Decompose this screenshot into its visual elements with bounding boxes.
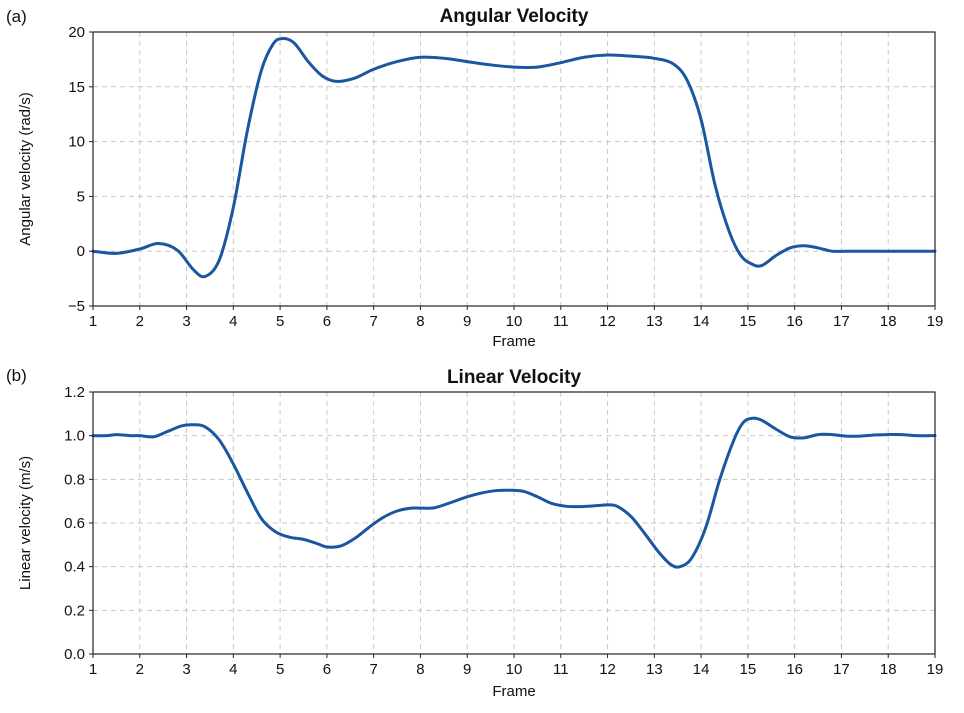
x-tick-label: 4: [229, 313, 237, 330]
y-tick-label: 0.2: [64, 602, 85, 619]
y-tick-label: 0.6: [64, 515, 85, 532]
y-tick-label: 0: [77, 243, 85, 260]
x-tick-label: 7: [369, 313, 377, 330]
y-tick-label: 0.4: [64, 559, 85, 576]
y-tick-label: 1.0: [64, 428, 85, 445]
x-tick-label: 19: [927, 313, 944, 330]
y-tick-label: 1.2: [64, 384, 85, 401]
x-tick-label: 7: [369, 661, 377, 678]
x-tick-label: 8: [416, 313, 424, 330]
series-line: [91, 37, 937, 279]
x-tick-label: 6: [323, 313, 331, 330]
x-tick-label: 17: [833, 313, 850, 330]
x-tick-label: 16: [786, 313, 803, 330]
x-tick-label: 10: [506, 661, 523, 678]
series-angular: [91, 37, 937, 279]
chart-title-angular: Angular Velocity: [440, 6, 589, 27]
y-axis-label-angular: Angular velocity (rad/s): [17, 92, 34, 245]
x-tick-label: 14: [693, 661, 710, 678]
x-tick-label: 6: [323, 661, 331, 678]
x-tick-label: 3: [182, 313, 190, 330]
y-tick-label: −5: [68, 298, 85, 315]
x-tick-label: 16: [786, 661, 803, 678]
x-tick-label: 12: [599, 661, 616, 678]
x-tick-label: 13: [646, 313, 663, 330]
x-tick-label: 17: [833, 661, 850, 678]
grid-linear: [93, 392, 935, 654]
y-tick-label: 10: [68, 134, 85, 151]
x-tick-label: 18: [880, 661, 897, 678]
x-tick-label: 2: [136, 661, 144, 678]
x-tick-label: 3: [182, 661, 190, 678]
x-tick-label: 8: [416, 661, 424, 678]
series-line: [91, 416, 937, 569]
x-tick-label: 1: [89, 313, 97, 330]
x-tick-label: 9: [463, 313, 471, 330]
x-tick-label: 18: [880, 313, 897, 330]
x-tick-label: 2: [136, 313, 144, 330]
y-tick-label: 5: [77, 188, 85, 205]
x-tick-label: 14: [693, 313, 710, 330]
x-tick-label: 10: [506, 313, 523, 330]
angular-velocity-chart: (a) Angular Velocity 1 2 3 4 5 6 7 8 9 10 11 12 13 14…: [6, 6, 943, 350]
x-tick-label: 13: [646, 661, 663, 678]
panel-label-b: (b): [6, 366, 27, 385]
y-axis-label-linear: Linear velocity (m/s): [17, 456, 34, 590]
x-tick-label: 19: [927, 661, 944, 678]
series-linear: [91, 416, 937, 569]
y-tick-label: 20: [68, 24, 85, 41]
x-tick-label: 5: [276, 661, 284, 678]
x-tick-label: 5: [276, 313, 284, 330]
x-axis-label-angular: Frame: [492, 333, 535, 350]
x-tick-label: 12: [599, 313, 616, 330]
x-tick-label: 9: [463, 661, 471, 678]
x-tick-label: 15: [740, 661, 757, 678]
x-tick-label: 11: [553, 661, 569, 678]
x-tick-label: 4: [229, 661, 237, 678]
x-tick-label: 15: [740, 313, 757, 330]
grid-angular: [93, 32, 935, 306]
x-tick-label: 11: [553, 313, 569, 330]
x-tick-label: 1: [89, 661, 97, 678]
chart-title-linear: Linear Velocity: [447, 367, 582, 388]
y-tick-label: 0.0: [64, 646, 85, 663]
ticks-linear: 1 2 3 4 5 6 7 8 9 10 11 12 13 14 15 16 17 18 190.00.20.40.…: [64, 384, 943, 678]
panel-label-a: (a): [6, 7, 27, 26]
linear-velocity-chart: (b) Linear Velocity 1 2 3 4 5 6 7 8 9 10 11 12 13 14 1…: [6, 366, 943, 700]
x-axis-label-linear: Frame: [492, 683, 535, 700]
y-tick-label: 15: [68, 79, 85, 96]
y-tick-label: 0.8: [64, 471, 85, 488]
